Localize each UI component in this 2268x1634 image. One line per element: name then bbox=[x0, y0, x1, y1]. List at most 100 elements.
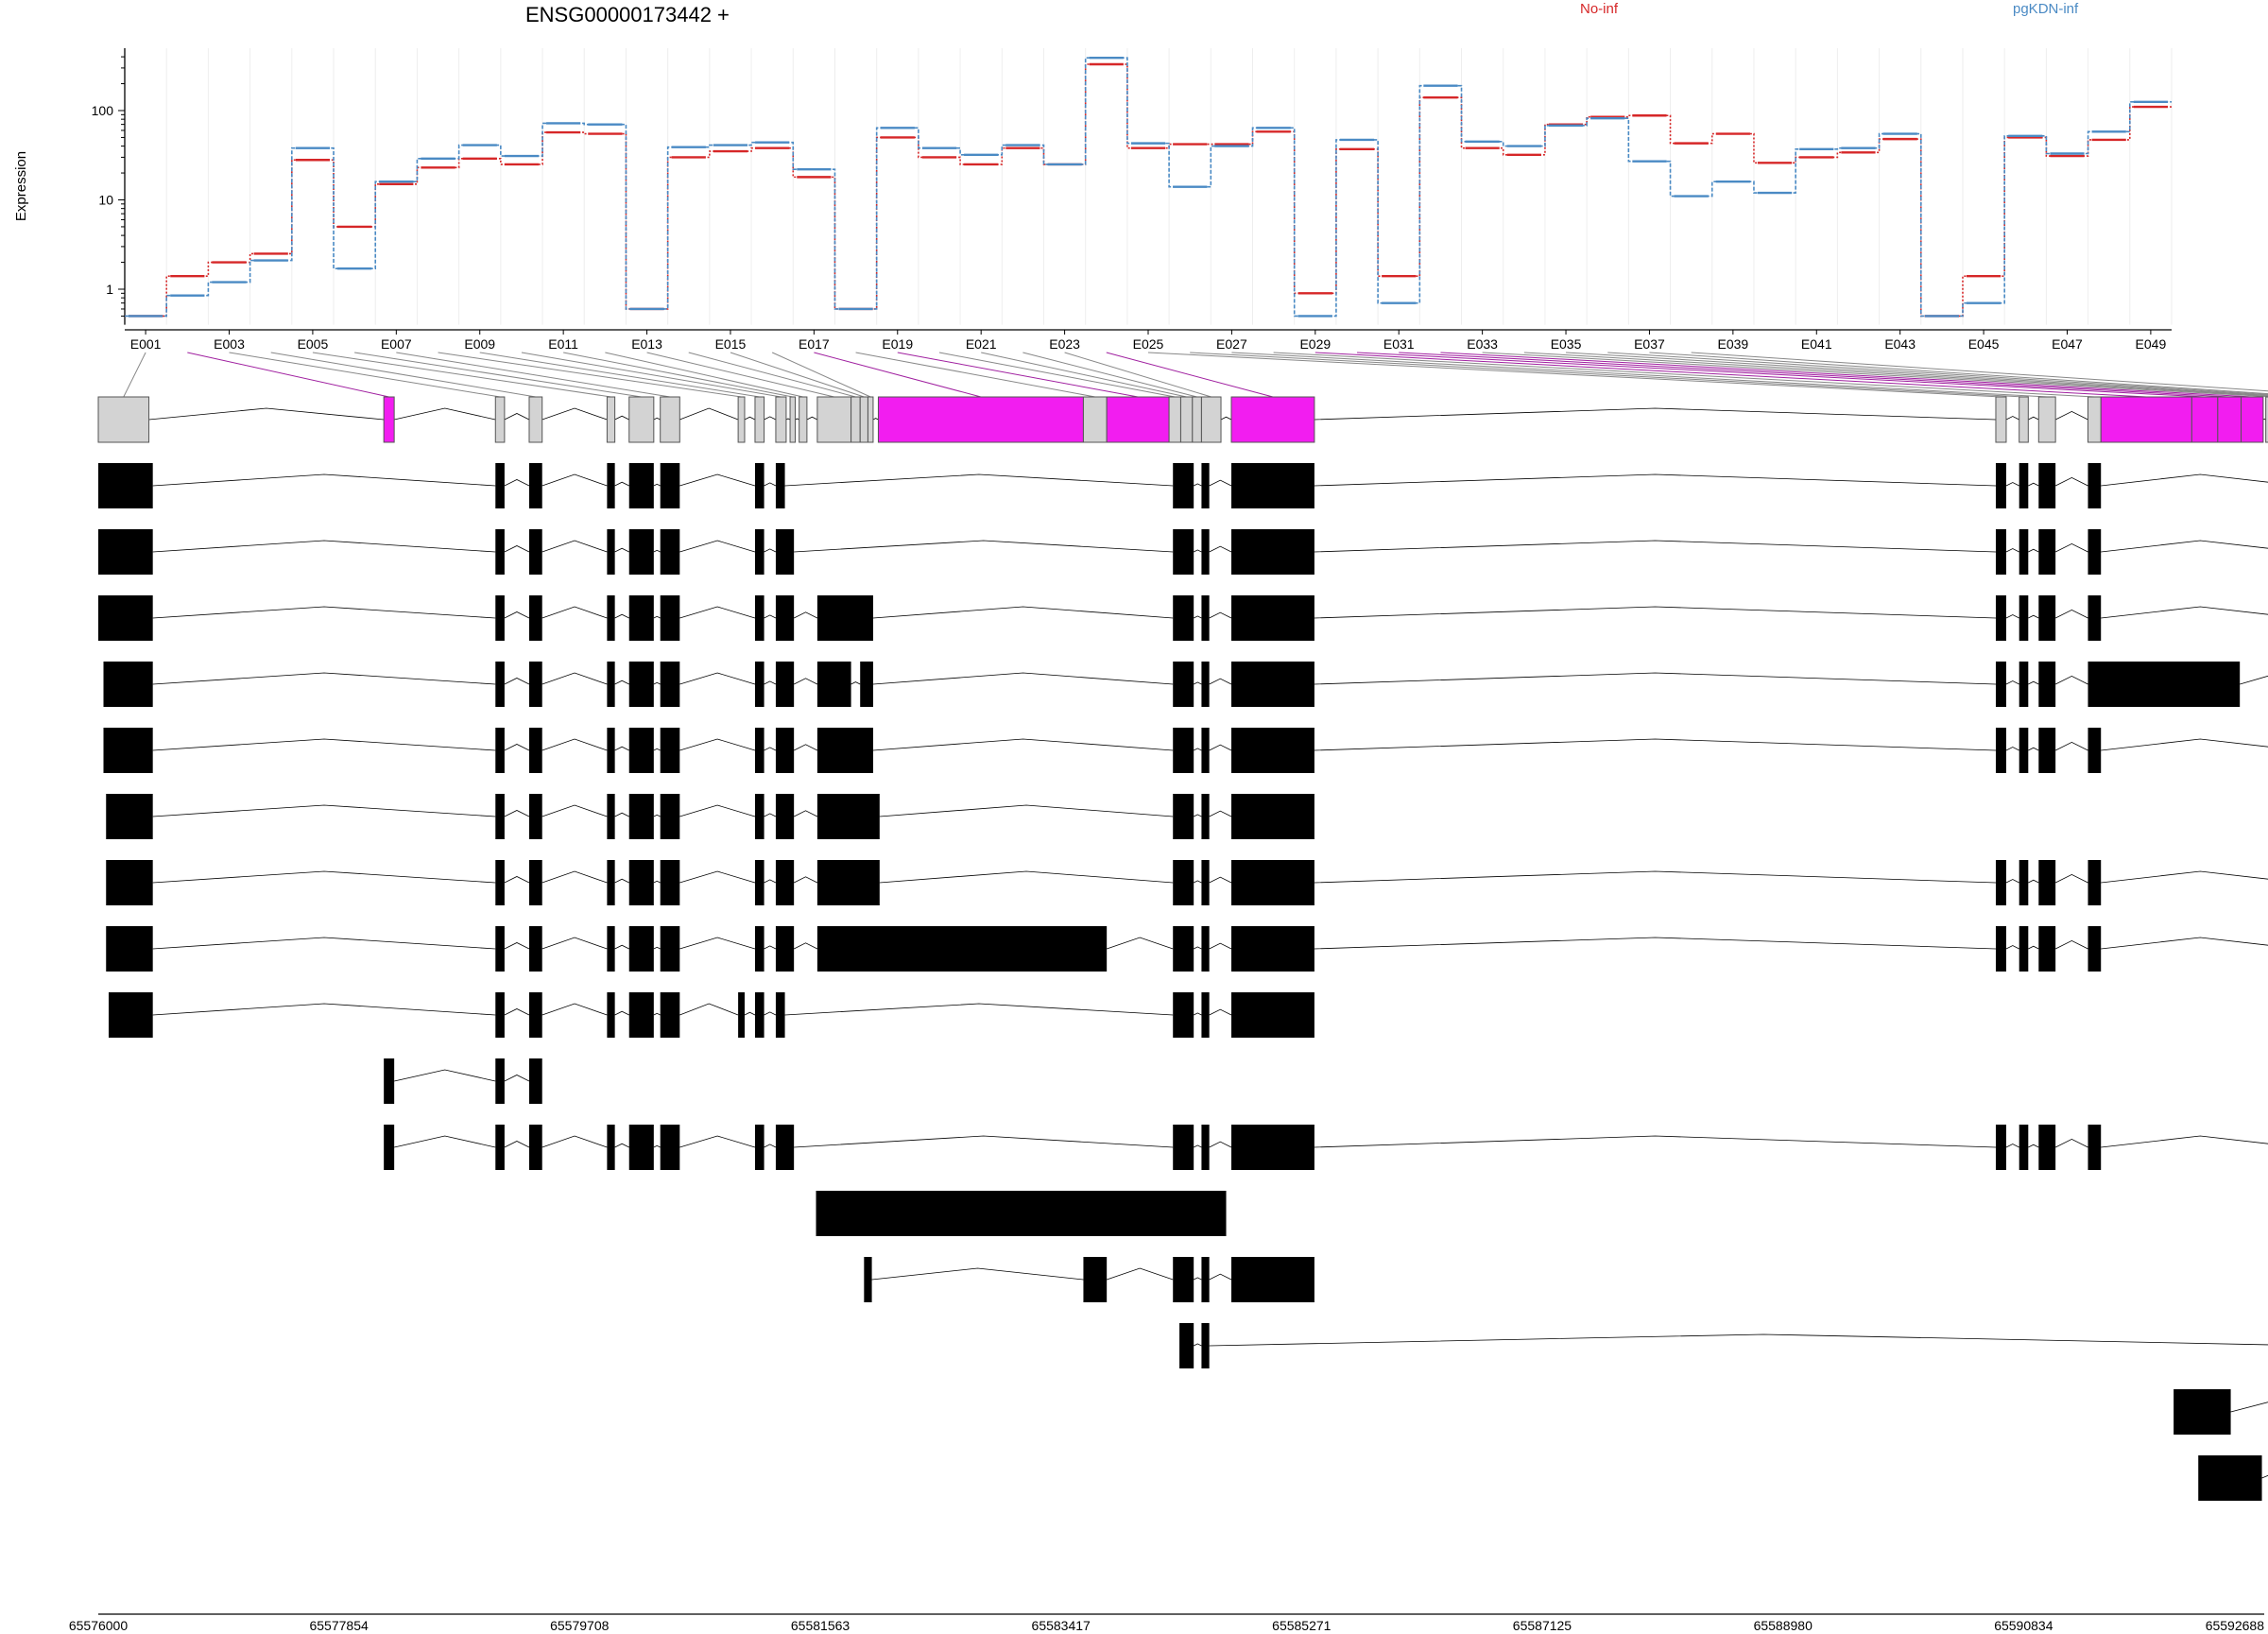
y-tick-label: 100 bbox=[92, 103, 114, 118]
transcript-exon bbox=[2038, 463, 2056, 508]
transcript-exon bbox=[2088, 860, 2102, 905]
intron-line bbox=[1194, 1144, 1202, 1148]
intron-line bbox=[504, 744, 530, 751]
gene-exon bbox=[528, 396, 543, 443]
transcript-exon bbox=[98, 463, 153, 508]
transcript-exon bbox=[628, 992, 654, 1038]
intron-line bbox=[541, 804, 608, 817]
gene-exon bbox=[877, 396, 1084, 443]
transcript-exon bbox=[660, 463, 680, 508]
intron-line bbox=[793, 876, 818, 884]
intron-line bbox=[2028, 482, 2039, 487]
gene-model-track bbox=[97, 396, 2268, 443]
intron-line bbox=[2005, 879, 2019, 884]
transcript-exon bbox=[607, 529, 615, 575]
intron-line bbox=[541, 672, 608, 685]
exon-tick-label: E029 bbox=[1299, 336, 1331, 352]
intron-line bbox=[614, 415, 629, 421]
exon-connector bbox=[605, 352, 803, 398]
intron-line bbox=[541, 473, 608, 487]
gene-exon bbox=[2265, 396, 2268, 443]
exon-tick-label: E031 bbox=[1383, 336, 1415, 352]
intron-line bbox=[614, 1010, 629, 1016]
transcript-exon bbox=[816, 794, 880, 839]
exon-connector bbox=[981, 352, 1187, 398]
transcripts bbox=[98, 463, 2268, 1501]
intron-line bbox=[504, 1075, 530, 1082]
intron-line bbox=[653, 681, 661, 685]
intron-line bbox=[679, 804, 756, 817]
intron-line bbox=[1209, 1008, 1232, 1016]
intron-line bbox=[872, 738, 1174, 751]
intron-line bbox=[2005, 548, 2019, 553]
gene-exon bbox=[737, 396, 746, 443]
transcript-exon bbox=[816, 662, 851, 707]
transcript-exon bbox=[495, 794, 505, 839]
transcript-exon bbox=[754, 595, 765, 641]
transcript-exon bbox=[775, 595, 795, 641]
transcript-exon bbox=[607, 662, 615, 707]
intron-line bbox=[679, 540, 756, 553]
exon-tick-label: E009 bbox=[464, 336, 495, 352]
legend-entry-no-inf: No-inf bbox=[1580, 1, 1619, 17]
genomic-tick-label: 65579708 bbox=[550, 1618, 610, 1633]
intron-line bbox=[504, 1141, 530, 1148]
exon-tick-label: E033 bbox=[1467, 336, 1498, 352]
gene-exon bbox=[1995, 396, 2007, 443]
exon-tick-label: E003 bbox=[214, 336, 245, 352]
y-tick-label: 1 bbox=[106, 282, 113, 297]
intron-line bbox=[504, 413, 530, 421]
exon-connector bbox=[1399, 352, 2230, 398]
intron-line bbox=[541, 738, 608, 751]
intron-line bbox=[2101, 738, 2268, 751]
transcript-exon bbox=[816, 1191, 1227, 1236]
intron-line bbox=[784, 473, 1174, 487]
transcript-exon bbox=[1173, 463, 1194, 508]
intron-line bbox=[504, 1008, 530, 1016]
exon-connector bbox=[1273, 352, 2095, 398]
exon-connector bbox=[354, 352, 642, 398]
genomic-tick-label: 65581563 bbox=[791, 1618, 850, 1633]
transcript-exon bbox=[495, 1058, 505, 1104]
intron-line bbox=[1194, 483, 1202, 487]
intron-line bbox=[1314, 870, 1996, 884]
exon-connector bbox=[814, 352, 982, 398]
intron-line bbox=[152, 540, 496, 553]
transcript-exon bbox=[628, 860, 654, 905]
transcript-exon bbox=[495, 595, 505, 641]
exon-connector bbox=[1649, 352, 2268, 395]
transcript-exon bbox=[528, 463, 542, 508]
intron-line bbox=[541, 407, 608, 421]
intron-line bbox=[614, 1143, 629, 1148]
transcript-exon bbox=[754, 860, 765, 905]
gene-exon bbox=[606, 396, 616, 443]
intron-line bbox=[541, 1135, 608, 1148]
exon-tick-label: E035 bbox=[1551, 336, 1582, 352]
exon-tick-label: E021 bbox=[966, 336, 997, 352]
chart-title: ENSG00000173442 + bbox=[525, 3, 730, 26]
exon-tick-label: E007 bbox=[381, 336, 412, 352]
transcript-exon bbox=[1995, 529, 2006, 575]
intron-line bbox=[1194, 615, 1202, 619]
transcript-exon bbox=[660, 662, 680, 707]
intron-line bbox=[871, 1267, 1084, 1281]
transcript-exon bbox=[2088, 1125, 2102, 1170]
intron-line bbox=[2054, 741, 2088, 751]
intron-line bbox=[394, 1135, 496, 1148]
intron-line bbox=[872, 606, 1174, 619]
transcript-exon bbox=[495, 860, 505, 905]
intron-line bbox=[1209, 611, 1232, 619]
series-line-0 bbox=[125, 63, 2172, 318]
exon-connector bbox=[479, 352, 760, 398]
intron-line bbox=[2005, 945, 2019, 950]
gene-exon bbox=[2087, 396, 2102, 443]
transcript-row bbox=[2198, 1455, 2268, 1501]
intron-line bbox=[394, 1069, 496, 1082]
transcript-row bbox=[106, 860, 2268, 905]
exon-connector bbox=[229, 352, 501, 398]
intron-line bbox=[795, 418, 799, 421]
transcript-exon bbox=[1173, 662, 1194, 707]
transcript-exon bbox=[1173, 992, 1194, 1038]
exon-connector bbox=[1231, 352, 2048, 398]
